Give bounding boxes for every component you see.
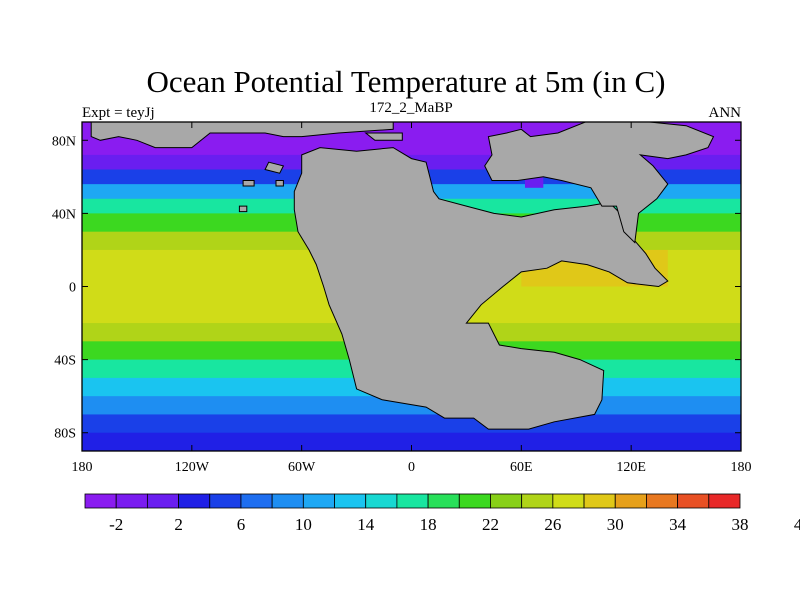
lat-tick-label: 40N — [52, 207, 76, 222]
colorbar-box — [302, 493, 335, 509]
lat-tick-label: 80N — [52, 134, 76, 149]
landmass-pangaea — [293, 147, 669, 430]
colorbar: -226101418222630343842 — [84, 493, 800, 534]
colorbar-box — [334, 493, 367, 509]
lat-tick-label: 40S — [54, 354, 76, 369]
colorbar-box — [146, 493, 179, 509]
colorbar-tick-label: 26 — [544, 515, 561, 534]
age-label: 172_2_MaBP — [369, 100, 452, 116]
colorbar-box — [84, 493, 117, 509]
lat-tick-label: 0 — [69, 281, 76, 296]
colorbar-box — [677, 493, 710, 509]
landmass-inner-shelf — [364, 132, 403, 141]
colorbar-box — [521, 493, 554, 509]
colorbar-tick-label: 34 — [669, 515, 687, 534]
colorbar-box — [271, 493, 304, 509]
experiment-label: Expt = teyJj — [82, 105, 155, 121]
colorbar-box — [427, 493, 460, 509]
colorbar-tick-label: 18 — [420, 515, 437, 534]
latitude-axis: 80N 40N 0 40S 80S — [52, 134, 741, 442]
longitude-axis: 180 120W 60W 0 60E 120E 180 — [72, 122, 752, 475]
lon-tick-label: 180 — [72, 460, 93, 475]
landmass-islet-c — [238, 205, 248, 213]
plot-title: Ocean Potential Temperature at 5m (in C) — [147, 64, 666, 99]
landmass-arctic-strip — [90, 122, 394, 149]
colorbar-tick-label: 38 — [732, 515, 749, 534]
colorbar-box — [490, 493, 523, 509]
landmass-islet-a — [242, 180, 255, 187]
colorbar-box — [646, 493, 679, 509]
colorbar-box — [614, 493, 647, 509]
landmass-northern-lobe — [484, 122, 715, 244]
colorbar-box — [396, 493, 429, 509]
lat-tick-label: 80S — [54, 427, 76, 442]
temperature-band — [82, 414, 741, 434]
colorbar-tick-label: -2 — [109, 515, 123, 534]
lon-tick-label: 60W — [288, 460, 316, 475]
colorbar-tick-label: 30 — [607, 515, 624, 534]
colorbar-box — [458, 493, 491, 509]
lon-tick-label: 120W — [175, 460, 210, 475]
temperature-patch-arctic-enclosed-basin — [524, 176, 544, 188]
colorbar-tick-label: 22 — [482, 515, 499, 534]
colorbar-tick-label: 10 — [295, 515, 312, 534]
lon-tick-label: 180 — [731, 460, 752, 475]
colorbar-tick-label: 6 — [237, 515, 246, 534]
lon-tick-label: 120E — [616, 460, 646, 475]
lon-tick-label: 60E — [510, 460, 533, 475]
colorbar-box — [365, 493, 398, 509]
colorbar-box — [240, 493, 273, 509]
temperature-band — [82, 432, 741, 451]
colorbar-box — [552, 493, 585, 509]
lon-tick-label: 0 — [408, 460, 415, 475]
colorbar-tick-label: 14 — [357, 515, 375, 534]
season-label: ANN — [709, 105, 742, 121]
colorbar-box — [708, 493, 741, 509]
landmass-islet-b — [275, 180, 284, 187]
colorbar-box — [209, 493, 242, 509]
landmass-west-islet — [264, 161, 285, 174]
colorbar-box — [583, 493, 616, 509]
colorbar-tick-label: 42 — [794, 515, 800, 534]
colorbar-box — [115, 493, 148, 509]
colorbar-tick-label: 2 — [174, 515, 183, 534]
land-mask — [90, 122, 715, 430]
colorbar-box — [178, 493, 211, 509]
